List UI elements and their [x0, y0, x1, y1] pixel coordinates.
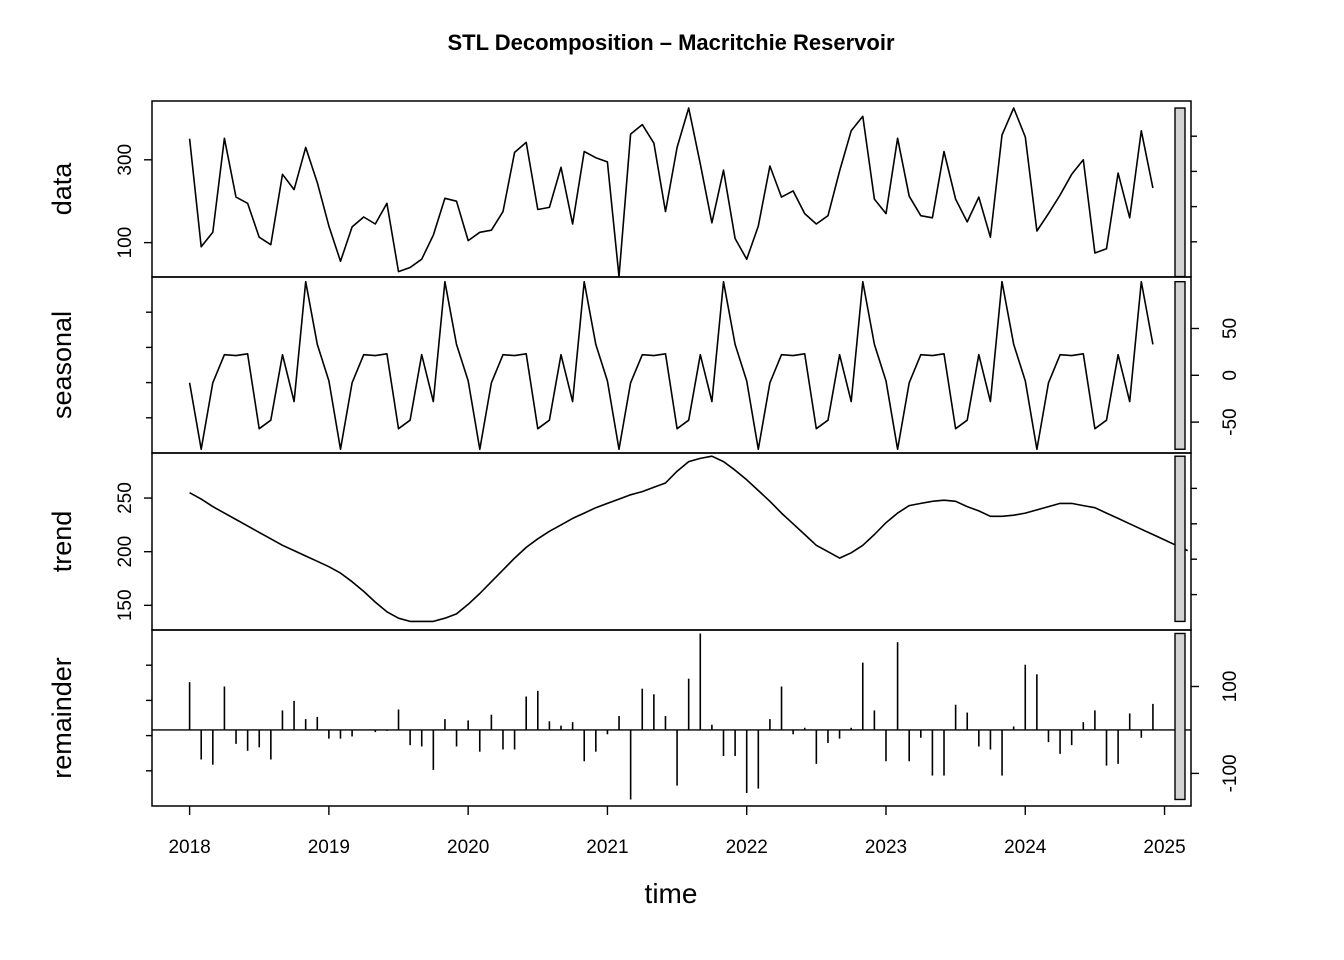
series-line-trend	[189, 455, 1189, 623]
panel-seasonal: seasonal -50 0 50	[47, 276, 1241, 454]
y-tick-label: 300	[115, 144, 136, 176]
panel-trend: trend 150 200 250	[47, 452, 1197, 631]
x-tick-label: 2024	[1004, 837, 1047, 858]
y-axis-label-remainder: remainder	[47, 657, 77, 779]
range-bar-remainder	[1174, 632, 1186, 801]
panel-remainder: remainder -100 100	[47, 629, 1241, 807]
y-axis-label-seasonal: seasonal	[47, 311, 77, 419]
y-tick-label: 100	[115, 227, 136, 259]
y-tick-label: 250	[115, 482, 136, 514]
y-tick-label: 150	[115, 589, 136, 621]
x-tick-label: 2023	[865, 837, 907, 858]
panel-frame-data	[151, 100, 1192, 278]
y-tick-label: -50	[1220, 408, 1241, 435]
panel-frame-seasonal	[151, 276, 1192, 454]
y-axis-label-data: data	[47, 162, 77, 216]
y-axis-label-trend: trend	[47, 511, 77, 573]
y-tick-label: -100	[1220, 754, 1241, 792]
x-tick-label: 2020	[447, 837, 489, 858]
series-line-data	[188, 107, 1154, 278]
range-bar-seasonal	[1174, 280, 1186, 450]
x-tick-label: 2018	[168, 837, 210, 858]
x-tick-label: 2021	[586, 837, 628, 858]
x-tick-label: 2025	[1143, 837, 1185, 858]
panel-frame-trend	[151, 452, 1192, 631]
y-tick-label: 200	[115, 536, 136, 568]
panel-data: data 100 300	[47, 100, 1197, 278]
range-bar-data	[1174, 107, 1186, 278]
chart-title: STL Decomposition – Macritchie Reservoir	[447, 30, 894, 55]
panel-frame-remainder	[151, 629, 1192, 807]
x-axis: 2018 2019 2020 2021 2022 2023 2024 2025	[168, 806, 1186, 858]
panels-group: data 100 300 seasonal -50 0 50 trend 150 200 250 re…	[47, 100, 1241, 807]
x-tick-label: 2019	[308, 837, 350, 858]
y-tick-label: 100	[1220, 671, 1241, 703]
series-line-seasonal	[188, 280, 1154, 451]
x-axis-label: time	[645, 878, 698, 909]
y-tick-label: 50	[1220, 318, 1241, 339]
y-tick-label: 0	[1220, 370, 1241, 381]
range-bar-trend	[1174, 455, 1186, 623]
x-tick-label: 2022	[726, 837, 768, 858]
